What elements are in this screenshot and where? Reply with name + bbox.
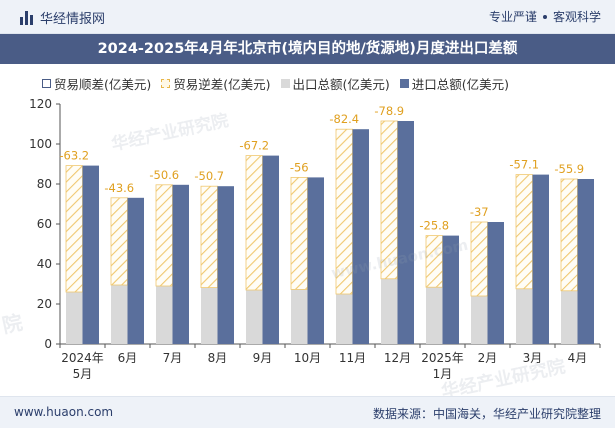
bar-logo-icon <box>20 10 34 25</box>
import-bar <box>442 235 459 344</box>
import-bar <box>307 177 324 344</box>
deficit-data-label: -63.2 <box>59 149 89 163</box>
deficit-bar <box>65 165 83 293</box>
legend: 贸易顺差(亿美元) 贸易逆差(亿美元) 出口总额(亿美元) 进口总额(亿美元) <box>42 74 509 93</box>
legend-item-import: 进口总额(亿美元) <box>399 74 510 93</box>
legend-label-export: 出口总额(亿美元) <box>292 77 390 92</box>
import-bar <box>577 179 594 344</box>
y-tick-label: 20 <box>37 297 52 311</box>
export-bar <box>201 287 218 344</box>
legend-label-surplus: 贸易顺差(亿美元) <box>54 77 152 92</box>
deficit-bar <box>560 178 578 292</box>
export-bar <box>381 278 398 344</box>
import-bar <box>487 222 504 344</box>
export-bar <box>426 287 443 344</box>
x-tick-label-month: 5月 <box>73 367 93 381</box>
export-bar <box>291 289 308 344</box>
legend-swatch-surplus <box>42 79 51 88</box>
slogan: 专业严谨 客观科学 <box>489 8 601 25</box>
brand-name: 华经情报网 <box>40 12 106 27</box>
legend-item-export: 出口总额(亿美元) <box>280 74 390 93</box>
legend-swatch-import <box>399 79 409 88</box>
y-tick-label: 40 <box>37 257 52 271</box>
deficit-bar <box>110 197 128 286</box>
import-bar <box>262 155 279 344</box>
x-tick-label: 11月 <box>339 351 366 365</box>
import-bar <box>217 186 234 344</box>
x-tick-label: 2025年 <box>421 351 464 365</box>
deficit-bar <box>290 176 308 290</box>
deficit-data-label: -25.8 <box>419 219 449 233</box>
legend-item-deficit: 贸易逆差(亿美元) <box>161 74 271 93</box>
deficit-data-label: -82.4 <box>329 112 359 126</box>
import-bar <box>127 197 144 344</box>
deficit-bar <box>155 184 173 287</box>
y-tick-label: 60 <box>37 217 52 231</box>
y-tick-label: 0 <box>44 337 52 351</box>
x-tick-label: 7月 <box>163 351 183 365</box>
import-bar <box>172 184 189 344</box>
x-tick-label: 12月 <box>384 351 411 365</box>
import-bar <box>352 129 369 344</box>
slogan-right: 客观科学 <box>552 10 601 24</box>
y-tick-label: 120 <box>29 97 52 111</box>
deficit-data-label: -78.9 <box>374 104 404 118</box>
legend-swatch-deficit <box>161 79 171 88</box>
x-tick-label: 2月 <box>478 351 498 365</box>
deficit-bar <box>515 174 533 290</box>
deficit-data-label: -50.7 <box>194 169 224 183</box>
export-bar <box>156 286 173 344</box>
footer-source: 数据来源：中国海关，华经产业研究院整理 <box>372 407 601 421</box>
export-bar <box>561 290 578 344</box>
x-tick-label: 9月 <box>253 351 273 365</box>
deficit-data-label: -37 <box>470 205 489 219</box>
deficit-bar <box>470 221 488 297</box>
brand: 华经情报网 <box>20 8 105 27</box>
legend-label-import: 进口总额(亿美元) <box>411 77 510 92</box>
x-tick-label: 3月 <box>523 351 543 365</box>
y-tick-label: 80 <box>37 177 52 191</box>
deficit-data-label: -56 <box>290 160 309 174</box>
deficit-data-label: -43.6 <box>104 181 134 195</box>
y-tick-label: 100 <box>29 137 52 151</box>
x-tick-label: 4月 <box>568 351 588 365</box>
import-bar <box>397 121 414 344</box>
x-tick-label: 6月 <box>118 351 138 365</box>
x-tick-label: 10月 <box>294 351 321 365</box>
chart-plot: 0 20 40 60 80 100 120 2024年 5月 6月 7月 8月 9月 10月 11月 12月 2… <box>29 97 601 381</box>
import-bar <box>82 165 99 344</box>
chart-title: 2024-2025年4月年北京市(境内目的地/货源地)月度进出口差额 <box>0 34 615 64</box>
export-bar <box>66 292 83 344</box>
deficit-bar <box>245 155 263 291</box>
export-bar <box>111 285 128 344</box>
legend-swatch-export <box>280 79 290 88</box>
x-tick-label-month: 1月 <box>433 367 453 381</box>
deficit-data-label: -50.6 <box>149 168 179 182</box>
legend-label-deficit: 贸易逆差(亿美元) <box>173 77 271 92</box>
deficit-data-label: -55.9 <box>554 162 584 176</box>
slogan-left: 专业严谨 <box>488 10 537 24</box>
export-bar <box>471 296 488 344</box>
deficit-data-label: -57.1 <box>509 158 539 172</box>
footer-bar: www.huaon.com 数据来源：中国海关，华经产业研究院整理 <box>0 396 615 428</box>
export-bar <box>516 288 533 344</box>
export-bar <box>246 290 263 344</box>
x-tick-label: 2024年 <box>61 351 104 365</box>
bullet-dot-icon <box>542 14 547 19</box>
x-tick-label: 8月 <box>208 351 228 365</box>
legend-item-surplus: 贸易顺差(亿美元) <box>42 74 151 93</box>
header-bar: 华经情报网 专业严谨 客观科学 <box>0 0 615 34</box>
deficit-bar <box>200 185 218 288</box>
footer-website: www.huaon.com <box>14 405 114 419</box>
deficit-data-label: -67.2 <box>239 139 269 153</box>
import-bar <box>532 174 549 344</box>
export-bar <box>336 294 353 344</box>
